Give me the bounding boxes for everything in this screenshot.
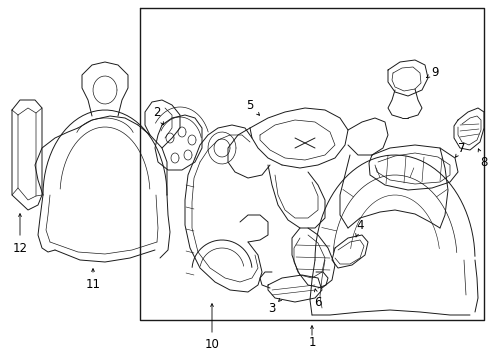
Text: 5: 5	[246, 99, 253, 112]
Text: 1: 1	[307, 336, 315, 348]
Text: 4: 4	[356, 219, 363, 231]
Text: 11: 11	[85, 279, 101, 292]
Text: 9: 9	[430, 66, 438, 78]
Text: 2: 2	[153, 105, 161, 118]
Text: 12: 12	[13, 242, 27, 255]
Text: 8: 8	[479, 156, 487, 168]
Text: 10: 10	[204, 338, 219, 351]
Text: 3: 3	[268, 302, 275, 315]
Text: 7: 7	[457, 141, 465, 154]
Text: 6: 6	[314, 296, 321, 309]
